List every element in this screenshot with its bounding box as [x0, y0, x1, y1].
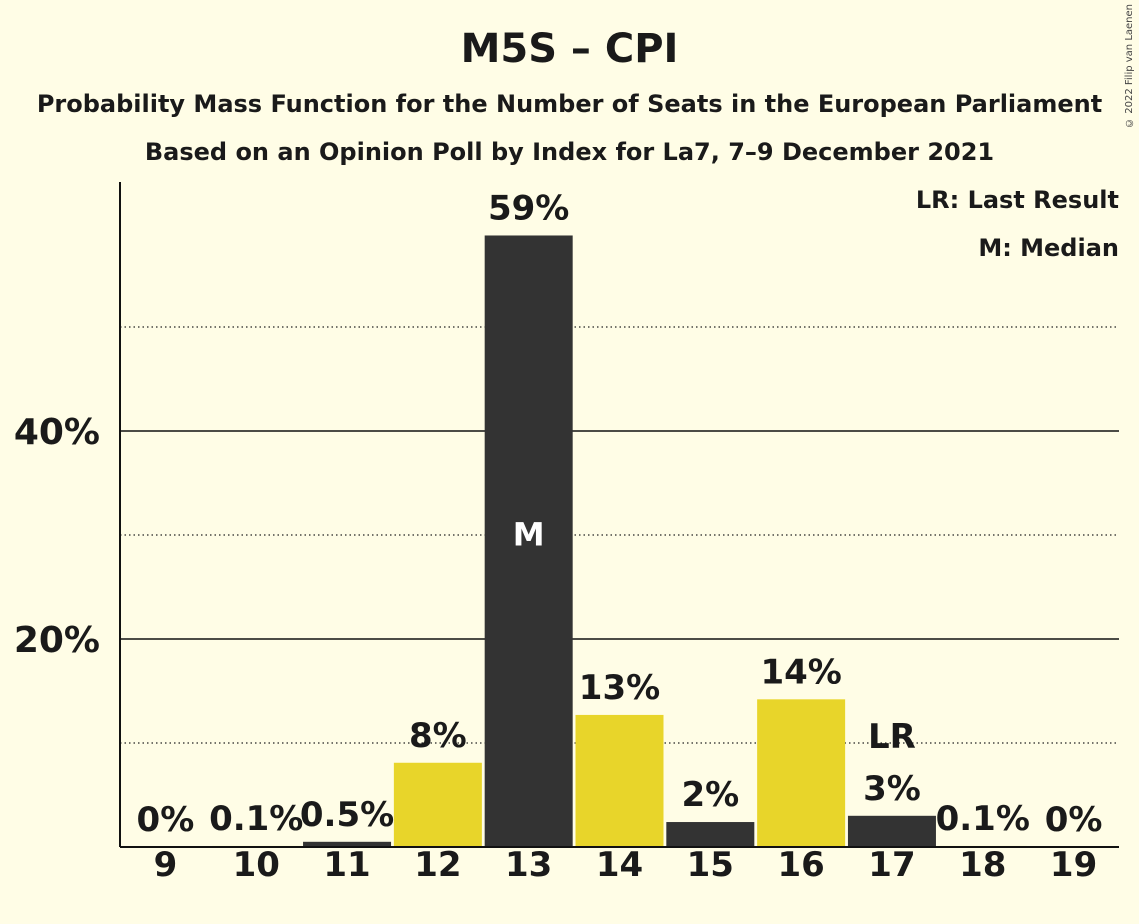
- data-label: 0%: [137, 800, 195, 840]
- bar: [303, 841, 392, 847]
- data-label: 0%: [1045, 800, 1103, 840]
- data-label: 0.1%: [209, 799, 303, 839]
- chart-subtitle: Probability Mass Function for the Number…: [36, 90, 1103, 118]
- data-label: 3%: [863, 769, 921, 809]
- data-label: 8%: [409, 716, 467, 756]
- bar: [847, 815, 936, 847]
- x-tick-label: 9: [154, 845, 178, 885]
- legend-median: M: Median: [978, 234, 1119, 262]
- bar: [575, 714, 664, 847]
- y-tick-label: 40%: [14, 412, 100, 453]
- bar: [666, 822, 755, 847]
- x-tick-label: 19: [1050, 845, 1097, 885]
- bar: [484, 235, 573, 848]
- x-tick-label: 15: [687, 845, 734, 885]
- data-label: 2%: [681, 775, 739, 815]
- data-label: 13%: [579, 668, 660, 708]
- data-label: 0.1%: [936, 799, 1030, 839]
- data-label: 59%: [488, 188, 569, 228]
- y-tick-label: 20%: [14, 620, 100, 661]
- x-tick-label: 11: [323, 845, 370, 885]
- x-tick-label: 10: [233, 845, 280, 885]
- last-result-marker: LR: [868, 717, 916, 757]
- chart-title: M5S – CPI: [460, 26, 679, 72]
- data-label: 14%: [760, 652, 841, 692]
- bar: [393, 762, 482, 847]
- x-tick-label: 14: [596, 845, 643, 885]
- median-marker: M: [513, 515, 545, 553]
- data-label: 0.5%: [300, 795, 394, 835]
- legend-last-result: LR: Last Result: [915, 186, 1119, 214]
- x-tick-label: 13: [505, 845, 552, 885]
- x-tick-label: 18: [959, 845, 1006, 885]
- x-tick-label: 17: [868, 845, 915, 885]
- bar: [757, 699, 846, 847]
- x-tick-label: 12: [414, 845, 461, 885]
- chart-source-subtitle: Based on an Opinion Poll by Index for La…: [144, 138, 995, 166]
- x-tick-label: 16: [777, 845, 824, 885]
